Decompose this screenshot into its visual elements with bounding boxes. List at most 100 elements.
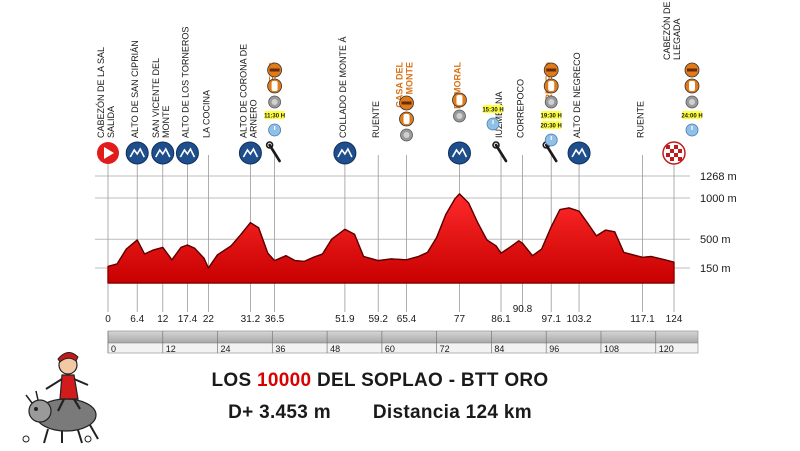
- km-label: 117.1: [630, 314, 655, 325]
- drink-bottle-icon: [548, 81, 555, 91]
- km-label: 65.4: [397, 314, 417, 325]
- waypoint-name: RUENTE: [371, 101, 381, 138]
- waypoint-name: ALTO DE CORONA DE: [238, 44, 248, 138]
- elevation-profile-area: [107, 193, 675, 284]
- km-scale-tick-label: 108: [604, 344, 619, 354]
- finish-check-cell: [670, 157, 674, 161]
- waypoint-name: ARNERO: [248, 99, 258, 138]
- km-labels: 0 6.4 12 17.4 22 31.2 36.5 51.9 59.2 65.4 77 86.190…: [105, 304, 683, 325]
- km-scale-tick-label: 0: [111, 344, 116, 354]
- cutoff-time-label: 19:30 H: [541, 114, 562, 120]
- waypoint-name: COLLADO DE MONTE Á: [338, 36, 348, 138]
- km-label: 12: [157, 314, 169, 325]
- time-box: [541, 121, 562, 129]
- waypoint-name: CASA DEL: [395, 62, 405, 108]
- waypoint-name: CABEZÓN DE LA SAL: [96, 47, 106, 138]
- drink-bottle-icon: [403, 114, 410, 124]
- km-label: 17.4: [178, 314, 198, 325]
- wrench-head-icon: [492, 141, 500, 149]
- km-scale-tick-label: 120: [659, 344, 674, 354]
- finish-check-cell: [678, 157, 682, 161]
- mountain-peaks-icon: [451, 147, 468, 158]
- title-highlight: 10000: [257, 370, 312, 391]
- waypoint-name: LLEGADA: [672, 18, 682, 60]
- km-label: 36.5: [265, 314, 285, 325]
- title-prefix: LOS: [211, 370, 258, 391]
- elevation-tick-label: 150 m: [700, 263, 731, 275]
- km-label: 97.1: [541, 314, 561, 325]
- aid-station-inner-icon: [456, 113, 463, 119]
- cutoff-time-label: 20:30 H: [541, 124, 562, 130]
- drink-bottle-icon: [271, 81, 278, 91]
- finish-check-cell: [674, 153, 678, 157]
- waypoint-name: MONTE: [405, 62, 415, 95]
- waypoint-name: ALTO DE NEGRECO: [572, 52, 582, 138]
- km-label: 59.2: [368, 314, 388, 325]
- mountain-peaks-icon: [571, 147, 587, 158]
- mountain-peaks-icon: [179, 147, 196, 158]
- elevation-ticks: 150 m 500 m 1000 m 1268 m: [700, 171, 737, 275]
- wrench-head-icon: [265, 141, 274, 149]
- profile-area: [107, 193, 675, 284]
- waypoint-labels: CABEZÓN DE LA SAL SALIDA ALTO DE SAN CIPRI…: [96, 0, 682, 138]
- waypoint-name: SAN VICENTE DEL: [151, 58, 161, 138]
- total-distance: Distancia 124 km: [372, 402, 532, 423]
- km-label: 6.4: [130, 314, 144, 325]
- aid-station-inner-icon: [689, 99, 695, 105]
- drink-bottle-icon: [689, 81, 695, 91]
- km-label: 22: [203, 314, 215, 325]
- cutoff-time-label: 15:30 H: [482, 108, 503, 114]
- finish-check-cell: [666, 153, 670, 157]
- km-scale-tick-label: 12: [166, 344, 176, 354]
- food-plate-icon: [687, 68, 697, 72]
- km-label: 31.2: [241, 314, 261, 325]
- waypoint-name: ALTO DE SAN CIPRIÁN: [130, 40, 140, 138]
- mountain-peaks-icon: [337, 147, 353, 158]
- km-label: 90.8: [513, 304, 533, 315]
- cyclist-mascot-icon: [22, 352, 99, 444]
- start-arrow-icon: [104, 147, 114, 159]
- km-label: 124: [666, 314, 683, 325]
- cutoff-time-label: 24:00 H: [681, 114, 702, 120]
- waypoint-name: CORREPOCO: [515, 79, 525, 138]
- waypoint-name: SALIDA: [106, 106, 116, 138]
- time-box: [264, 111, 285, 119]
- km-scale-tick-label: 72: [440, 344, 450, 354]
- finish-check-cell: [666, 145, 670, 149]
- drink-bottle-icon: [456, 95, 463, 105]
- cutoff-time-label: 11:30 H: [264, 114, 285, 120]
- time-box: [483, 105, 504, 113]
- waypoint-name: EL MORAL: [452, 62, 462, 109]
- food-plate-icon: [546, 68, 557, 72]
- time-box: [682, 111, 702, 119]
- aid-station-inner-icon: [403, 132, 410, 138]
- waypoint-name: IUZMEANA: [494, 91, 504, 138]
- km-scale-tick-label: 48: [330, 344, 340, 354]
- km-scale-tick-label: 60: [385, 344, 395, 354]
- waypoint-icons: [97, 141, 686, 165]
- km-scale-tick-label: 96: [549, 344, 559, 354]
- finish-check-cell: [674, 145, 678, 149]
- km-label: 103.2: [567, 314, 592, 325]
- mountain-peaks-icon: [155, 147, 171, 158]
- km-scale-top-band: [107, 330, 699, 344]
- service-icons: 11:30 H 15:30 H 19:30 H 20:30 H 24:00 H: [264, 62, 703, 147]
- km-label: 77: [454, 314, 466, 325]
- waypoint-name: RUENTE: [636, 101, 646, 138]
- waypoint-name: CABEZÓN DE LA SAL: [662, 0, 672, 60]
- km-scale-tick-label: 24: [221, 344, 231, 354]
- aid-station-inner-icon: [548, 99, 555, 105]
- elevation-tick-label: 1000 m: [700, 193, 737, 205]
- km-scale-tick-label: 36: [275, 344, 285, 354]
- waypoint-name: ALTO DE LOS TORNEROS: [180, 27, 190, 138]
- time-box: [541, 111, 562, 119]
- finish-check-cell: [670, 149, 674, 153]
- mountain-peaks-icon: [242, 147, 259, 158]
- finish-check-cell: [678, 149, 682, 153]
- aid-station-inner-icon: [271, 99, 278, 105]
- km-scale-tick-label: 84: [494, 344, 504, 354]
- km-label: 86.1: [491, 314, 511, 325]
- food-plate-icon: [401, 101, 412, 105]
- food-plate-icon: [269, 68, 280, 72]
